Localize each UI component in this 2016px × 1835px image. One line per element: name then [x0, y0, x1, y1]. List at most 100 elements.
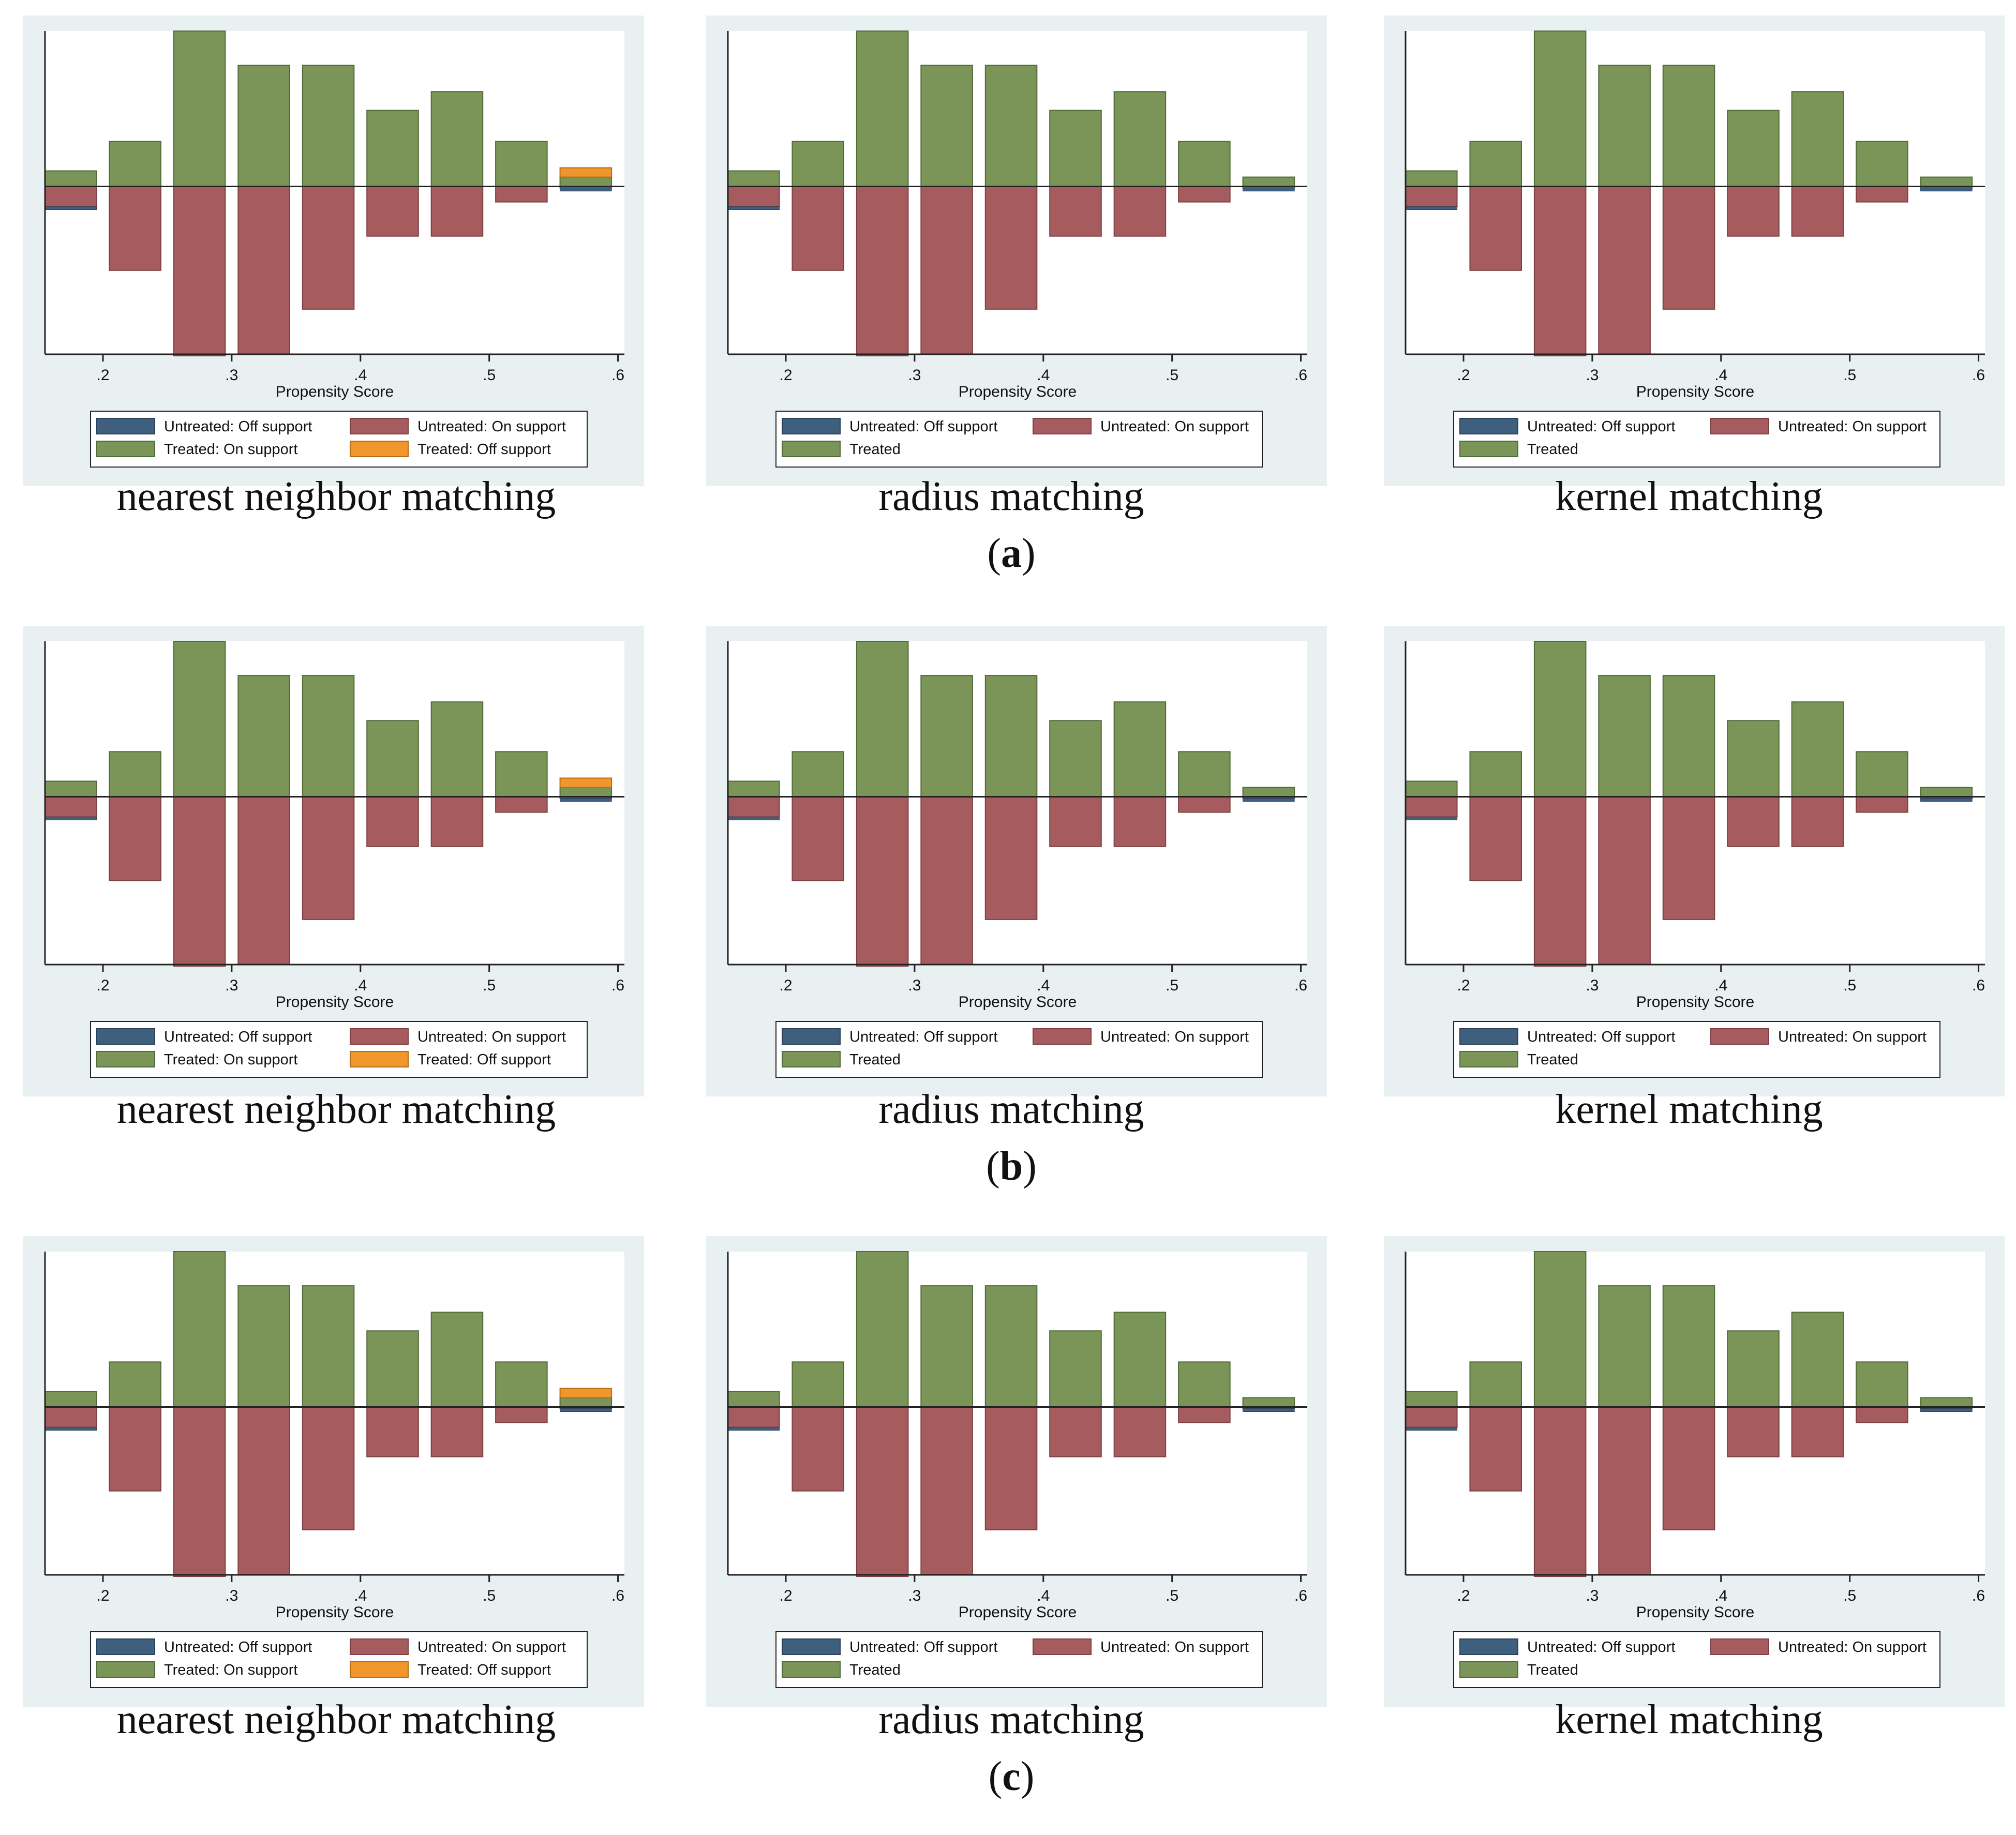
legend-label: Treated: On support — [164, 441, 297, 458]
legend-swatch — [96, 1028, 155, 1045]
legend-swatch — [1459, 1638, 1518, 1655]
legend-swatch — [782, 418, 841, 434]
untreated-on-bar — [1727, 796, 1780, 847]
untreated-on-bar — [1791, 186, 1844, 237]
x-tick-label: .6 — [1972, 367, 1985, 384]
untreated-on-bar — [727, 186, 780, 207]
treated-on-bar — [920, 65, 973, 187]
x-tick-label: .5 — [1843, 977, 1856, 994]
treated-on-bar — [430, 701, 484, 798]
untreated-on-bar — [1178, 1406, 1231, 1423]
untreated-on-bar — [173, 796, 226, 967]
legend-swatch — [782, 1051, 841, 1067]
x-tick-label: .3 — [1586, 977, 1599, 994]
treated-on-bar — [109, 141, 161, 187]
x-tick-label: .3 — [1586, 1587, 1599, 1604]
legend — [1453, 1631, 1940, 1688]
untreated-on-bar — [1662, 796, 1715, 920]
legend-label: Treated: Off support — [417, 1051, 551, 1068]
legend-swatch — [782, 1638, 841, 1655]
untreated-on-bar — [856, 186, 909, 357]
x-tick-label: .5 — [483, 1587, 496, 1604]
legend-swatch — [350, 1638, 409, 1655]
legend-swatch — [1459, 1028, 1518, 1045]
legend-label: Untreated: On support — [1100, 1029, 1249, 1045]
treated-on-bar — [727, 170, 780, 187]
untreated-on-bar — [792, 796, 844, 881]
untreated-on-bar — [495, 1406, 548, 1423]
untreated-on-bar — [1856, 796, 1908, 813]
untreated-off-bar — [44, 206, 97, 210]
legend-swatch — [1459, 1051, 1518, 1067]
x-axis-label: Propensity Score — [1636, 1604, 1754, 1621]
legend-swatch — [1459, 441, 1518, 457]
legend — [1453, 1021, 1940, 1078]
legend-label: Untreated: Off support — [1527, 1029, 1675, 1045]
x-axis-label: Propensity Score — [276, 383, 394, 400]
legend-label: Untreated: Off support — [164, 1029, 312, 1045]
treated-on-bar — [1662, 675, 1715, 798]
x-tick-label: .6 — [611, 977, 624, 994]
legend-label: Treated — [1527, 1051, 1578, 1068]
untreated-on-bar — [495, 796, 548, 813]
treated-on-bar — [856, 31, 909, 187]
legend — [90, 1021, 588, 1078]
treated-on-bar — [302, 65, 355, 187]
untreated-on-bar — [237, 796, 290, 965]
panel-a-3: .2 .3 .4 .5 .6 Propensity Score Untreated: Off… — [1384, 16, 2005, 486]
x-tick-label: .2 — [779, 1587, 792, 1604]
treated-on-bar — [1598, 1285, 1651, 1408]
untreated-on-bar — [109, 1406, 161, 1492]
legend-label: Treated: On support — [164, 1662, 297, 1678]
row-label: (c) — [989, 1753, 1035, 1800]
x-tick-label: .6 — [1972, 1587, 1985, 1604]
untreated-on-bar — [1856, 186, 1908, 203]
x-tick-label: .4 — [1714, 367, 1727, 384]
treated-on-bar — [1533, 641, 1587, 798]
x-tick-label: .6 — [1972, 977, 1985, 994]
untreated-on-bar — [1598, 796, 1651, 965]
x-tick-label: .3 — [225, 1587, 238, 1604]
treated-on-bar — [984, 65, 1038, 187]
untreated-on-bar — [1178, 186, 1231, 203]
treated-on-bar — [1727, 110, 1780, 187]
legend-label: Untreated: On support — [1100, 1639, 1249, 1656]
untreated-on-bar — [1469, 1406, 1522, 1492]
legend-swatch — [1710, 1028, 1769, 1045]
treated-on-bar — [109, 751, 161, 798]
x-axis-label: Propensity Score — [959, 1604, 1077, 1621]
panel-caption: radius matching — [878, 474, 1144, 519]
legend-swatch — [96, 1051, 155, 1067]
treated-on-bar — [173, 31, 226, 187]
untreated-on-bar — [1598, 1406, 1651, 1575]
treated-on-bar — [727, 1391, 780, 1408]
treated-on-bar — [792, 141, 844, 187]
untreated-off-bar — [1243, 187, 1295, 191]
untreated-on-bar — [237, 186, 290, 355]
treated-on-bar — [1469, 141, 1522, 187]
panel-b-1: .2 .3 .4 .5 .6 Propensity Score Untreated: Off… — [23, 626, 644, 1096]
untreated-on-bar — [302, 1406, 355, 1530]
legend-swatch — [1459, 418, 1518, 434]
untreated-on-bar — [109, 186, 161, 271]
x-tick-label: .6 — [611, 367, 624, 384]
treated-on-bar — [727, 780, 780, 798]
treated-on-bar — [430, 1312, 484, 1408]
untreated-on-bar — [302, 796, 355, 920]
x-tick-label: .3 — [908, 977, 921, 994]
legend-label: Treated: Off support — [417, 441, 551, 458]
x-tick-label: .4 — [354, 367, 367, 384]
untreated-on-bar — [173, 1406, 226, 1577]
x-tick-label: .6 — [1294, 367, 1307, 384]
x-axis-label: Propensity Score — [959, 994, 1077, 1011]
row-label-open: ( — [986, 1144, 1000, 1189]
panel-b-3: .2 .3 .4 .5 .6 Propensity Score Untreated: Off… — [1384, 626, 2005, 1096]
legend-label: Untreated: Off support — [1527, 1639, 1675, 1656]
treated-on-bar — [1533, 31, 1587, 187]
treated-on-bar — [1662, 65, 1715, 187]
x-tick-label: .4 — [1037, 367, 1050, 384]
untreated-on-bar — [1178, 796, 1231, 813]
untreated-on-bar — [856, 1406, 909, 1577]
untreated-on-bar — [856, 796, 909, 967]
treated-on-bar — [1791, 91, 1844, 187]
